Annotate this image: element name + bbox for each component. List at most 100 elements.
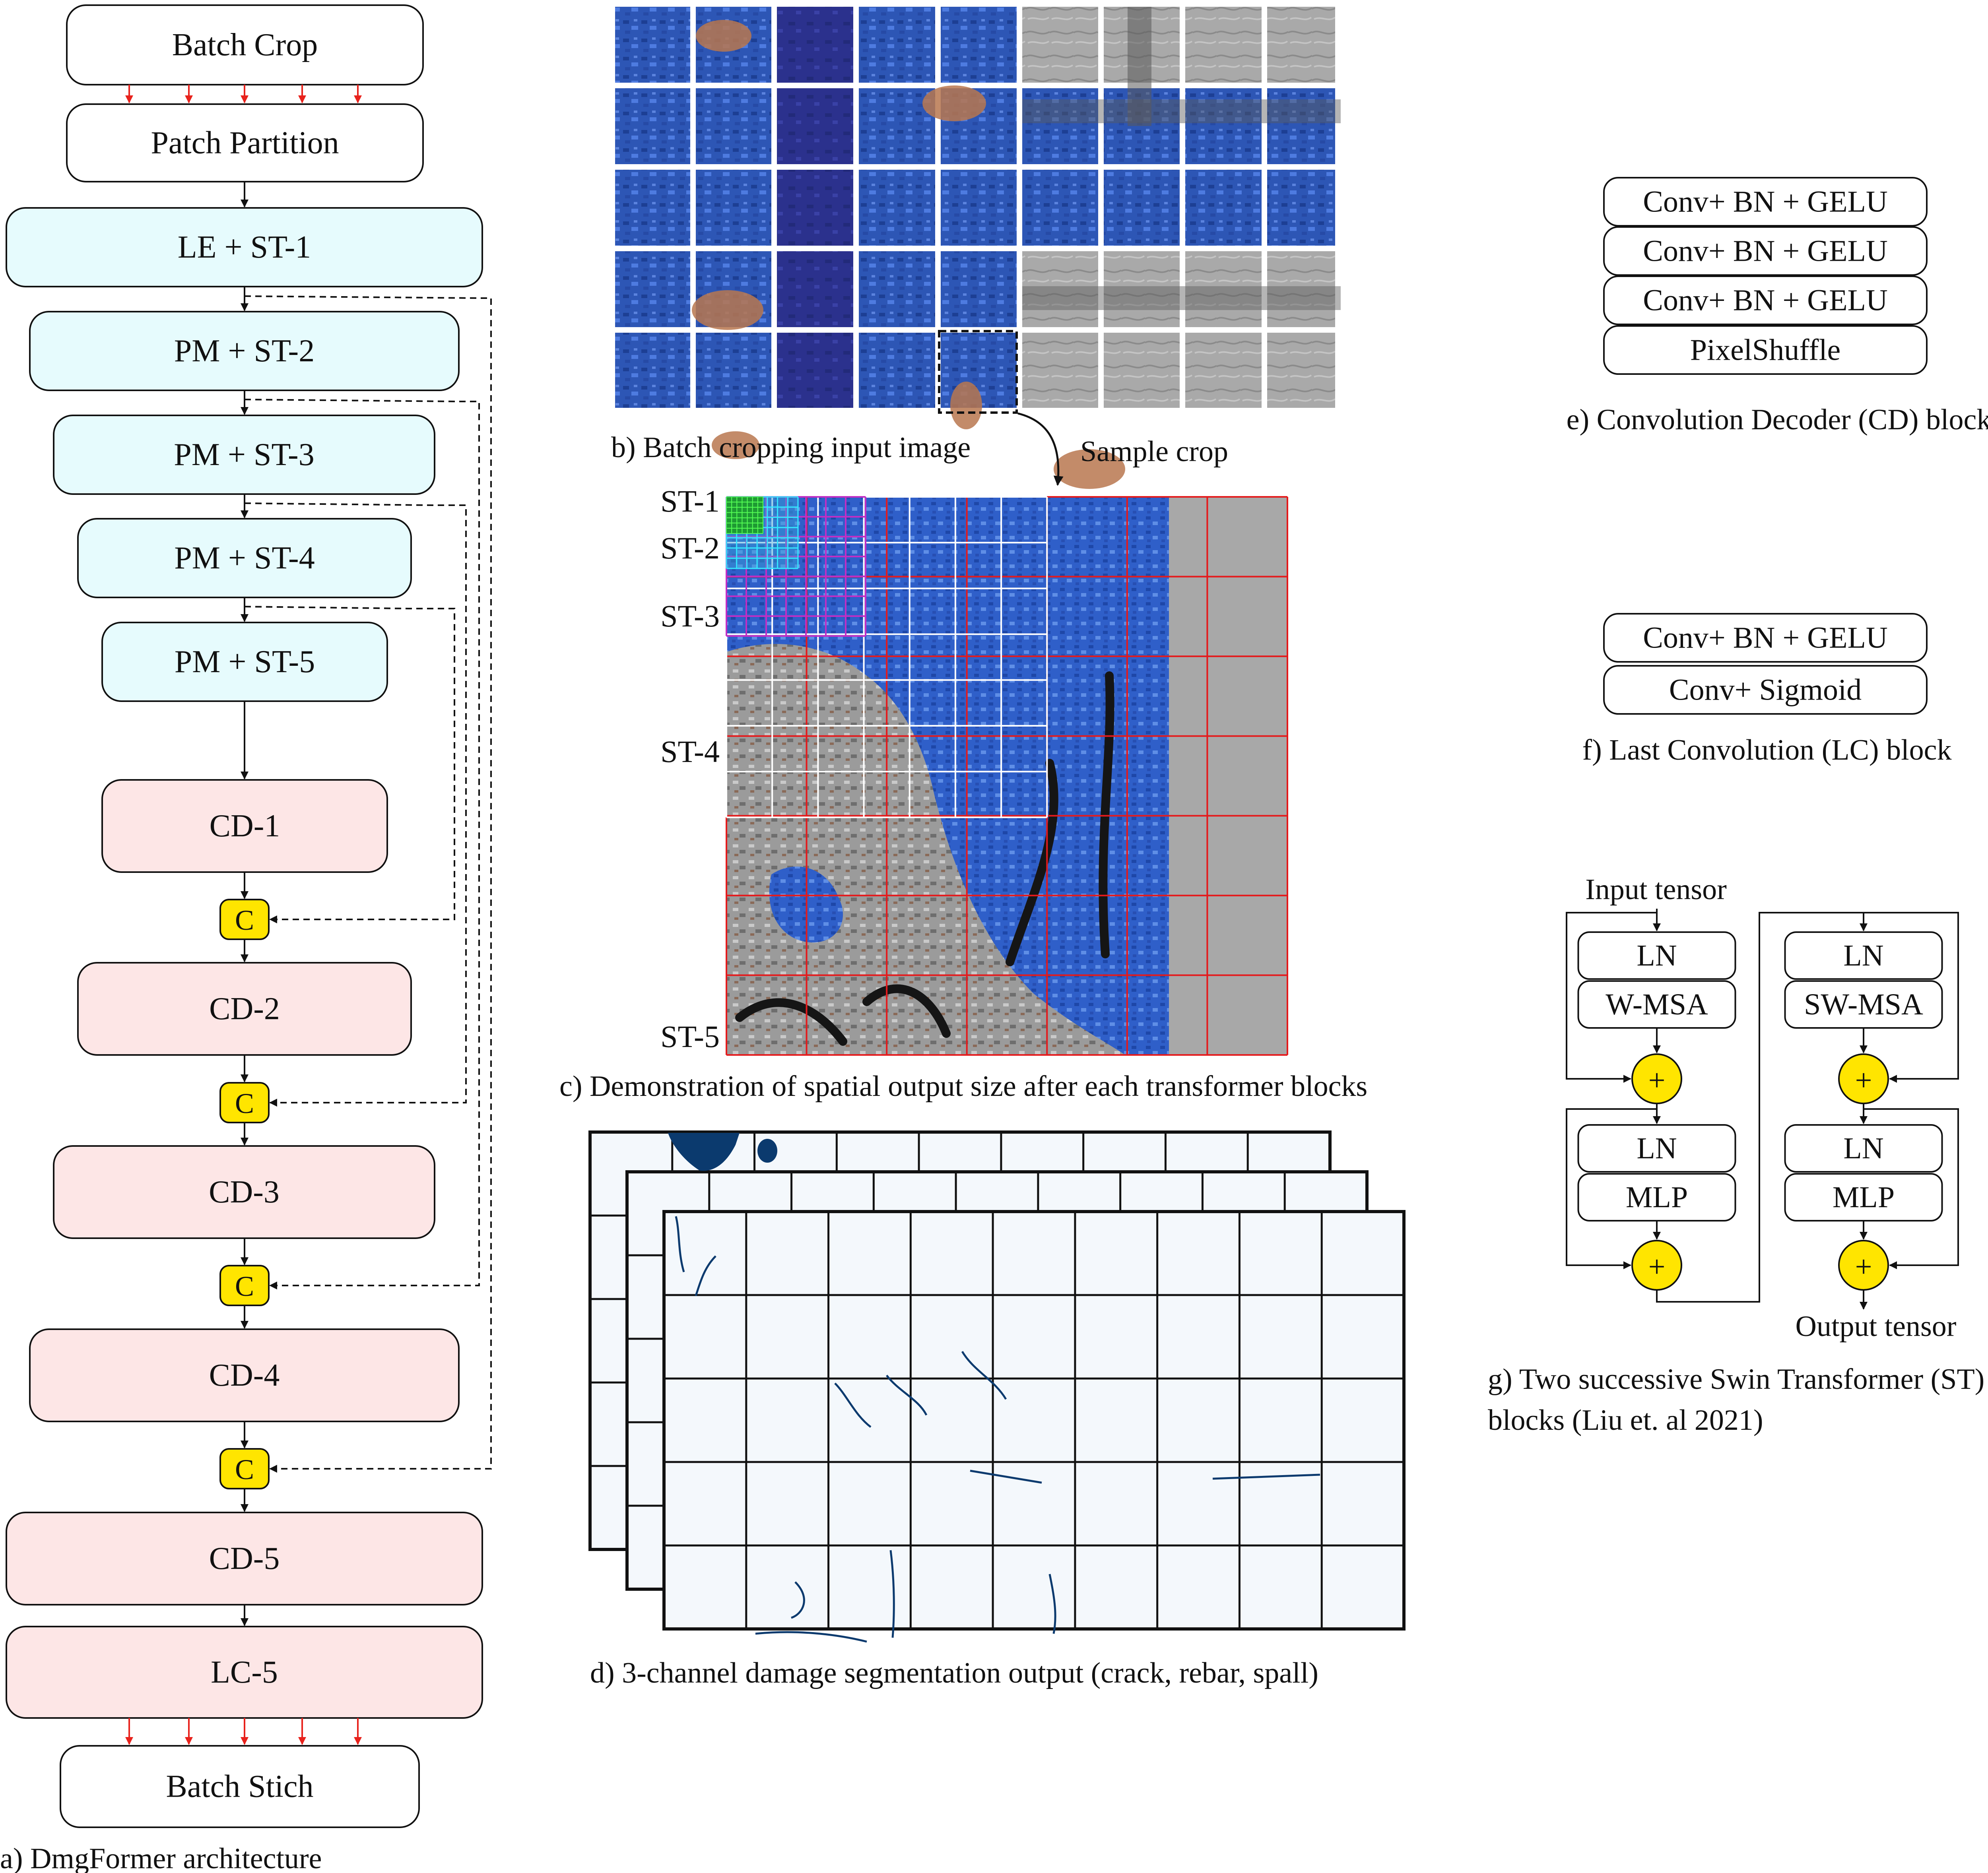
stage-lc-5-label: LC-5: [211, 1655, 278, 1690]
batch-tile: [1022, 251, 1098, 327]
swin-residual: [1566, 912, 1657, 1083]
lc-layer-1-label: Conv+ BN + GELU: [1643, 621, 1888, 655]
batch-tile: [1267, 7, 1335, 83]
batch-tile: [1104, 170, 1180, 246]
concat-node-shape: [219, 1082, 270, 1123]
sample-crop-box: [938, 330, 1018, 414]
swin1-ln-0-label: LN: [1637, 939, 1677, 972]
add-node-2-2: +: [1838, 1240, 1889, 1291]
rebar-trace: [1006, 759, 1058, 966]
stage-cd-3-label: CD-3: [209, 1175, 280, 1210]
cd-layer-4-shape: [1603, 325, 1928, 375]
stage-pm-st4: PM + ST-4: [77, 518, 412, 598]
spall-patch: [1054, 449, 1125, 489]
cd-layer-3: Conv+ BN + GELU: [1603, 275, 1928, 325]
batch-tile: [1185, 88, 1262, 164]
add-node-label: +: [1855, 1250, 1872, 1284]
crack-trace: [834, 1382, 872, 1428]
swin-residual: [1566, 1108, 1657, 1269]
sample-crop-arrow: [1017, 412, 1064, 486]
channel-sheet: [662, 1210, 1406, 1631]
batch-tile: [1022, 88, 1098, 164]
level-label-4: ST-4: [660, 734, 720, 769]
gray-strip: [1169, 497, 1287, 1055]
swin-input-label: Input tensor: [1585, 873, 1727, 906]
lc-layer-2: Conv+ Sigmoid: [1603, 665, 1928, 715]
overlap-band: [1022, 99, 1341, 123]
caption-a: a) DmgFormer architecture: [0, 1842, 322, 1873]
skip-connection-2: [244, 399, 480, 1289]
panel-g-swin-blocks: LN W-MSA LN MLP LN SW-MSA LN MLP + + + +: [1566, 909, 1959, 1310]
stage-cd-2: CD-2: [77, 962, 412, 1056]
cd-layer-4-label: PixelShuffle: [1690, 333, 1841, 367]
batch-tile: [696, 88, 771, 164]
swin-residual: [1864, 1108, 1959, 1269]
swin-residual: [1864, 912, 1959, 1083]
swin2-ln-0: LN: [1784, 931, 1943, 980]
batch-tile: [615, 88, 690, 164]
batch-tile: [859, 333, 935, 408]
stage-batch-stich: Batch Stich: [60, 1745, 420, 1828]
swin2-ln-2-shape: [1784, 1124, 1943, 1173]
swin1-ln-0-shape: [1577, 931, 1736, 980]
panel-f-lc-block: Conv+ BN + GELU Conv+ Sigmoid: [1603, 613, 1928, 715]
swin2-sw-msa-1: SW-MSA: [1784, 980, 1943, 1029]
swin1-w-msa-1-label: W-MSA: [1606, 988, 1708, 1021]
crack-trace: [791, 1581, 805, 1619]
rebar-trace: [1099, 671, 1114, 958]
stage-cd-2-label: CD-2: [209, 991, 280, 1026]
batch-tile: [1022, 333, 1098, 408]
spall-mask: [668, 1133, 740, 1171]
st1-grid: [726, 496, 763, 534]
swin1-ln-0: LN: [1577, 931, 1736, 980]
stage-batch-crop-label: Batch Crop: [172, 27, 318, 62]
crack-trace: [961, 1351, 1007, 1400]
swin-output-label: Output tensor: [1796, 1310, 1957, 1343]
stage-pm-st5: PM + ST-5: [101, 622, 388, 702]
stage-cd-3: CD-3: [53, 1145, 435, 1239]
batch-tile: [777, 251, 853, 327]
batch-tile: [859, 7, 935, 83]
batch-tile: [1185, 333, 1262, 408]
batch-tile: [1185, 170, 1262, 246]
cd-layer-2-label: Conv+ BN + GELU: [1643, 235, 1888, 268]
batch-tile: [1267, 170, 1335, 246]
stage-cd-4: CD-4: [29, 1328, 460, 1422]
batch-tile: [1267, 251, 1335, 327]
batch-tile: [1267, 88, 1335, 164]
swin2-ln-2: LN: [1784, 1124, 1943, 1173]
batch-tile: [777, 170, 853, 246]
level-label-1: ST-1: [660, 484, 720, 518]
swin1-mlp-3-label: MLP: [1626, 1181, 1688, 1214]
batch-tile-grid: [615, 7, 1341, 489]
spall-mask: [757, 1139, 777, 1163]
swin1-ln-2: LN: [1577, 1124, 1736, 1173]
stage-le-st1-label: LE + ST-1: [178, 230, 311, 265]
add-node-1-2: +: [1631, 1240, 1682, 1291]
spall-patch: [712, 431, 759, 459]
stage-cd-1-label: CD-1: [210, 809, 280, 843]
st4-grid: [726, 496, 1048, 818]
stage-pm-st3-label: PM + ST-3: [174, 437, 314, 472]
rebar-trace: [735, 998, 847, 1046]
stage-pm-st5-label: PM + ST-5: [175, 644, 315, 679]
stage-patch-partition-label: Patch Partition: [151, 126, 339, 161]
batch-tile: [615, 333, 690, 408]
cd-layer-2: Conv+ BN + GELU: [1603, 226, 1928, 276]
lc-layer-1: Conv+ BN + GELU: [1603, 613, 1928, 663]
sample-crop-label: Sample crop: [1080, 435, 1228, 468]
concat-node-1: C: [219, 899, 270, 940]
crack-trace: [755, 1631, 867, 1643]
swin2-ln-0-label: LN: [1843, 939, 1883, 972]
stage-batch-stich-shape: [60, 1745, 420, 1828]
stage-cd-5: CD-5: [6, 1512, 483, 1605]
concat-node-2: C: [219, 1082, 270, 1123]
batch-tile: [859, 251, 935, 327]
overlap-band: [1022, 286, 1341, 310]
spall-patch: [696, 20, 751, 52]
lc-layer-1-shape: [1603, 613, 1928, 663]
batch-tile: [777, 333, 853, 408]
captions: a) DmgFormer architecture b) Batch croppi…: [0, 403, 1988, 1873]
